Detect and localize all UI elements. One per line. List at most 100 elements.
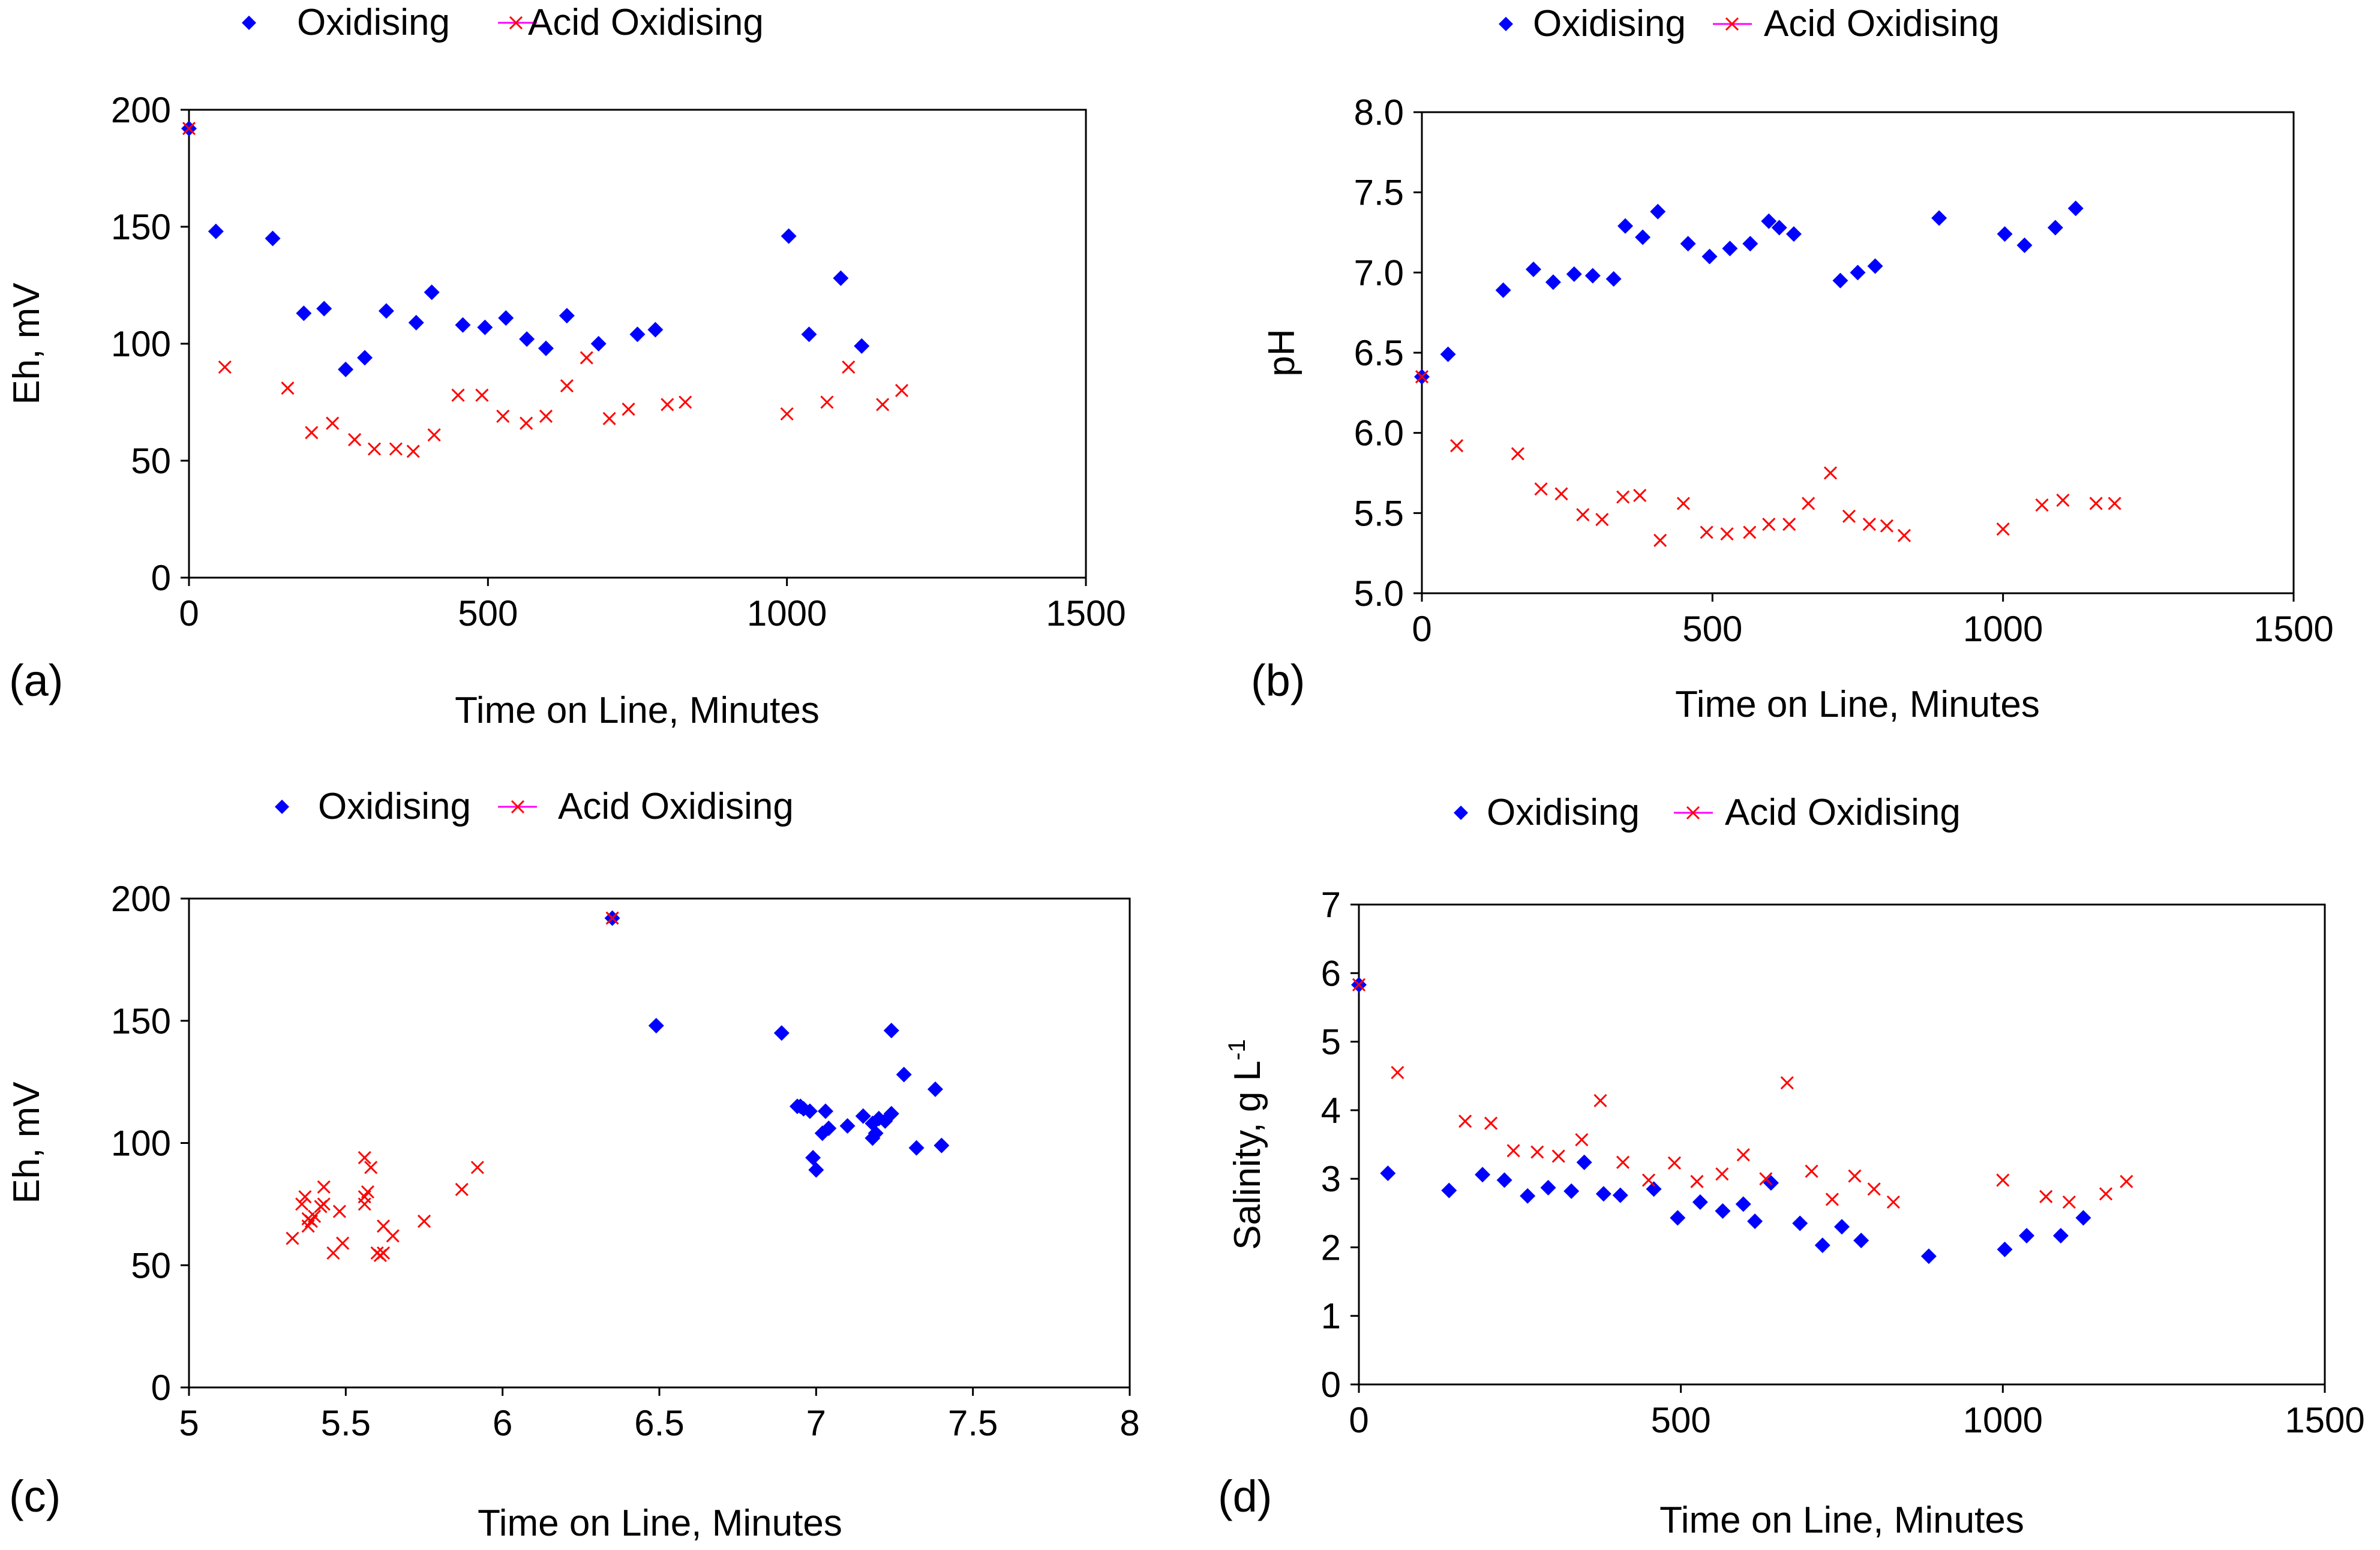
oxidising-point: [1785, 226, 1802, 242]
x-tick-label: 5: [179, 1403, 199, 1443]
acid-oxidising-point: [560, 379, 574, 393]
oxidising-point: [316, 301, 332, 317]
acid-oxidising-point: [1736, 1148, 1750, 1162]
x-tick-label: 1000: [1963, 1400, 2043, 1440]
acid-oxidising-point: [1996, 522, 2010, 536]
oxidising-point: [1595, 1186, 1611, 1202]
acid-oxidising-point: [1996, 1173, 2010, 1187]
oxidising-point: [208, 223, 224, 239]
oxidising-point: [805, 1149, 821, 1165]
acid-oxidising-point: [364, 1161, 378, 1174]
acid-oxidising-point: [281, 382, 295, 395]
acid-oxidising-point: [1720, 527, 1734, 541]
legend-acid-marker: [509, 16, 523, 30]
acid-oxidising-point: [389, 442, 403, 456]
oxidising-point: [2019, 1228, 2035, 1243]
chart-panel-d: Oxidising Acid Oxidising 0 500 1000 1500 0 1 2…: [1218, 792, 2365, 1541]
acid-oxidising-point: [1450, 438, 1464, 453]
oxidising-point: [818, 1103, 834, 1119]
legend: Oxidising Acid Oxidising: [1454, 792, 1961, 833]
oxidising-point: [1617, 218, 1634, 234]
legend-acid-marker: [511, 800, 525, 814]
oxidising-point: [1834, 1219, 1850, 1235]
acid-oxidising-point: [1575, 1133, 1589, 1147]
acid-oxidising-point: [1633, 488, 1647, 502]
y-axis-label: pH: [1261, 329, 1302, 376]
oxidising-point: [1545, 274, 1561, 290]
oxidising-point: [1495, 282, 1511, 298]
acid-oxidising-point: [1484, 1116, 1498, 1130]
x-axis-label: Time on Line, Minutes: [1659, 1500, 2024, 1541]
acid-oxidising-point: [1825, 1192, 1839, 1206]
oxidising-point: [839, 1118, 856, 1134]
legend-oxidising-label: Oxidising: [1533, 3, 1686, 44]
oxidising-point: [1920, 1248, 1937, 1264]
oxidising-point: [1540, 1180, 1556, 1195]
oxidising-point: [1692, 1194, 1708, 1210]
acid-oxidising-point: [417, 1214, 431, 1228]
acid-oxidising-point: [2120, 1174, 2133, 1188]
acid-oxidising-point: [2099, 1187, 2113, 1201]
acid-oxidising-point: [2035, 498, 2049, 512]
oxidising-point: [1761, 213, 1777, 229]
acid-oxidising-point: [427, 428, 441, 442]
panel-label: (a): [9, 656, 63, 705]
acid-oxidising-point: [1867, 1182, 1881, 1196]
y-tick-label: 100: [111, 324, 171, 364]
acid-oxidising-point: [876, 398, 890, 411]
oxidising-point: [1605, 271, 1622, 287]
axes: 5 5.5 6 6.5 7 7.5 8 0 50 100 150 200: [111, 879, 1140, 1443]
oxidising-point: [854, 338, 870, 354]
axes: 0 500 1000 1500 0 1 2 3 4 5 6 7: [1321, 885, 2365, 1440]
acid-oxidising-point: [361, 1185, 374, 1199]
panel-label: (b): [1251, 656, 1305, 705]
acid-oxidising-point: [1391, 1065, 1404, 1080]
acid-oxidising-point: [1676, 497, 1690, 510]
acid-oxidising-point: [2089, 497, 2103, 510]
legend-acid-label: Acid Oxidising: [1725, 792, 1961, 833]
oxidising-point: [1997, 226, 2013, 242]
oxidising-point: [1701, 248, 1718, 265]
legend-oxidising-label: Oxidising: [1487, 792, 1640, 833]
x-axis-label: Time on Line, Minutes: [455, 690, 820, 731]
acid-oxidising-point: [1759, 1172, 1773, 1186]
oxidising-point: [1853, 1233, 1869, 1248]
axes: 0 500 1000 1500 5.0 5.5 6.0 6.5 7.0 7.5 8.0: [1354, 92, 2334, 649]
acid-oxidising-point: [661, 398, 674, 411]
y-tick-label: 5.0: [1354, 573, 1404, 614]
acid-oxidising-point: [451, 388, 465, 402]
acid-oxidising-point: [1595, 512, 1609, 527]
acid-oxidising-point: [1511, 447, 1524, 461]
acid-oxidising-point: [605, 911, 619, 925]
y-axis-label: Salinity, g L-1: [1224, 1039, 1268, 1249]
y-tick-label: 0: [1321, 1365, 1341, 1405]
y-tick-label: 150: [111, 1001, 171, 1041]
x-tick-label: 5.5: [321, 1403, 371, 1443]
acid-oxidising-point: [406, 444, 420, 458]
oxidising-point: [559, 308, 575, 324]
oxidising-point: [868, 1125, 884, 1142]
x-tick-label: 1500: [2285, 1400, 2364, 1440]
oxidising-point: [357, 350, 373, 366]
acid-oxidising-point: [376, 1219, 391, 1233]
acid-oxidising-point: [295, 1197, 309, 1211]
y-tick-label: 7: [1321, 885, 1341, 925]
y-axis-label-text: Salinity, g L: [1227, 1061, 1268, 1250]
oxidising-point: [821, 1121, 837, 1137]
acid-oxidising-point: [1715, 1167, 1729, 1181]
acid-oxidising-point: [1743, 525, 1757, 539]
oxidising-point: [1475, 1167, 1491, 1183]
oxidising-point: [2016, 237, 2033, 253]
acid-oxidising-point: [1352, 978, 1366, 992]
axes: 0 500 1000 1500 0 50 100 150 200: [111, 90, 1126, 633]
plot-area: [188, 897, 1131, 1389]
legend: Oxidising Acid Oxidising: [275, 786, 794, 827]
oxidising-point: [648, 1017, 664, 1034]
acid-oxidising-point: [1690, 1174, 1704, 1188]
y-tick-label: 50: [131, 441, 171, 481]
acid-oxidising-point: [1551, 1149, 1565, 1163]
legend-oxidising-label: Oxidising: [297, 2, 450, 43]
acid-oxidising-point: [780, 407, 794, 421]
legend-acid-label: Acid Oxidising: [558, 786, 794, 827]
